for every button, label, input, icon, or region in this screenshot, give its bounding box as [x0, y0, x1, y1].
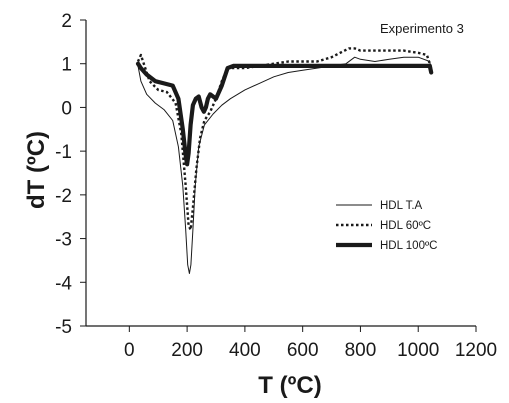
- series-line-1: [137, 56, 432, 274]
- legend-label-2: HDL 60ºC: [380, 220, 431, 232]
- y-tick-label: -3: [55, 230, 72, 251]
- x-tick-label: 600: [287, 340, 319, 361]
- x-tick-label: 800: [345, 340, 377, 361]
- y-tick-label: 2: [61, 11, 72, 32]
- x-axis-title: T (ºC): [258, 372, 321, 399]
- x-tick-label: 400: [229, 340, 261, 361]
- y-tick-label: -4: [55, 273, 72, 294]
- y-tick-label: -5: [55, 317, 72, 338]
- x-tick-label: 1200: [455, 340, 497, 361]
- legend-label-3: HDL 100ºC: [380, 240, 437, 252]
- axes: 2 1 0 -1 -2 -3 -4 -5 0 200 400 600 800 1000 1200: [55, 11, 497, 361]
- x-tick-label: 0: [124, 340, 135, 361]
- legend: HDL T.A HDL 60ºC HDL 100ºC: [336, 200, 437, 252]
- y-tick-label: 1: [61, 55, 72, 76]
- x-tick-label: 200: [171, 340, 203, 361]
- y-tick-label: -1: [55, 142, 72, 163]
- y-tick-label: 0: [61, 98, 72, 119]
- y-tick-label: -2: [55, 186, 72, 207]
- annotation: Experimento 3: [380, 21, 464, 36]
- series-line-3: [135, 61, 434, 167]
- legend-label-1: HDL T.A: [380, 200, 423, 212]
- y-axis-title: dT (ºC): [23, 131, 50, 209]
- series-layer: [135, 47, 434, 274]
- x-tick-label: 1000: [397, 340, 439, 361]
